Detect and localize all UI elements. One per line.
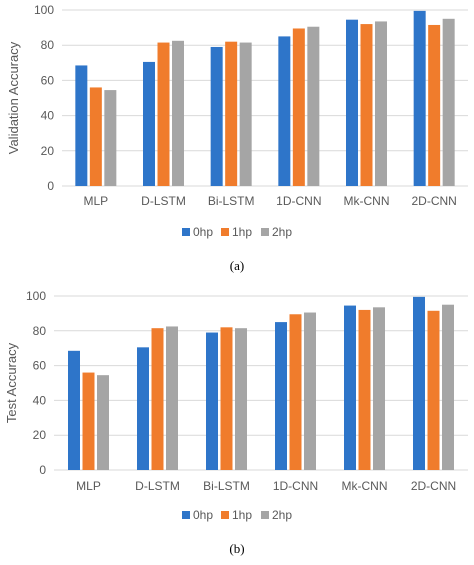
bar-2hp-mlp <box>104 90 117 186</box>
bar-2hp-mk-cnn <box>375 21 387 186</box>
bar-2hp-d-lstm <box>166 326 178 470</box>
bar-2hp-bi-lstm <box>239 42 252 187</box>
y-tick-label: 0 <box>47 179 54 193</box>
y-tick-label: 20 <box>33 428 47 442</box>
x-tick-label: Mk-CNN <box>342 479 388 493</box>
bar-1hp-bi-lstm <box>225 41 238 187</box>
legend-label: 0hp <box>193 508 213 522</box>
bar-2hp-1d-cnn <box>307 26 320 186</box>
bar-1hp-2d-cnn <box>428 24 441 187</box>
bar-0hp-mlp <box>68 350 80 470</box>
y-tick-label: 40 <box>33 393 47 407</box>
bar-0hp-mk-cnn <box>344 305 356 470</box>
bar-0hp-d-lstm <box>137 347 149 470</box>
bar-1hp-d-lstm <box>151 328 164 470</box>
x-tick-label: D-LSTM <box>141 194 186 208</box>
x-tick-label: 2D-CNN <box>411 479 456 493</box>
bar-2hp-bi-lstm <box>235 328 247 470</box>
legend-swatch-2hp <box>261 228 269 236</box>
bar-0hp-bi-lstm <box>210 46 223 187</box>
bar-2hp-1d-cnn <box>304 312 316 470</box>
legend-swatch-0hp <box>182 511 190 519</box>
y-tick-label: 40 <box>41 109 55 123</box>
y-axis-label: Test Accuracy <box>4 342 19 423</box>
x-tick-label: MLP <box>76 479 101 493</box>
chart-panel-a: 0 20 40 60 80 100 Validation Accuracy MLP D-LSTM… <box>6 3 468 273</box>
bar-2hp-2d-cnn <box>442 18 455 186</box>
bar-1hp-1d-cnn <box>289 314 302 470</box>
y-tick-label: 60 <box>33 359 47 373</box>
bar-1hp-bi-lstm <box>220 327 233 470</box>
bar-2hp-d-lstm <box>172 40 184 186</box>
bar-1hp-1d-cnn <box>292 28 305 187</box>
bar-0hp-2d-cnn <box>413 10 426 186</box>
x-tick-label: 2D-CNN <box>411 194 456 208</box>
bar-0hp-mk-cnn <box>346 19 358 187</box>
bar-2hp-mk-cnn <box>373 307 385 470</box>
x-tick-label: Bi-LSTM <box>208 194 255 208</box>
bar-0hp-1d-cnn <box>278 36 291 187</box>
legend-swatch-2hp <box>261 511 269 519</box>
legend-label: 0hp <box>193 225 213 239</box>
y-tick-label: 100 <box>34 3 54 17</box>
legend-label: 1hp <box>232 225 252 239</box>
legend-label: 2hp <box>272 225 292 239</box>
x-tick-label: MLP <box>83 194 108 208</box>
bar-0hp-2d-cnn <box>413 296 425 470</box>
y-tick-label: 0 <box>39 463 46 477</box>
bar-0hp-mlp <box>75 65 88 186</box>
bar-0hp-d-lstm <box>143 61 155 186</box>
y-tick-label: 100 <box>26 289 46 303</box>
bar-1hp-mlp <box>89 87 102 186</box>
chart-panel-b: 0 20 40 60 80 100 Test Accuracy MLP D-LSTM Bi-LST… <box>4 289 468 556</box>
y-axis-label: Validation Accuracy <box>6 41 21 154</box>
x-tick-label: 1D-CNN <box>276 194 321 208</box>
bar-2hp-mlp <box>97 375 109 470</box>
figure-caption: (b) <box>229 541 244 556</box>
figure-caption: (a) <box>230 258 244 273</box>
bar-1hp-mk-cnn <box>360 24 373 186</box>
x-tick-label: 1D-CNN <box>273 479 318 493</box>
legend-swatch-1hp <box>221 228 229 236</box>
y-tick-label: 60 <box>41 73 55 87</box>
bar-1hp-mk-cnn <box>358 309 371 470</box>
bar-0hp-1d-cnn <box>275 322 287 470</box>
x-tick-label: Mk-CNN <box>344 194 390 208</box>
y-tick-label: 80 <box>33 324 47 338</box>
bar-0hp-bi-lstm <box>206 332 218 470</box>
legend-label: 1hp <box>232 508 252 522</box>
x-tick-label: D-LSTM <box>135 479 180 493</box>
legend-swatch-0hp <box>182 228 190 236</box>
bar-2hp-2d-cnn <box>442 304 454 470</box>
y-tick-label: 20 <box>41 144 55 158</box>
bar-1hp-2d-cnn <box>427 310 440 470</box>
y-tick-label: 80 <box>41 38 55 52</box>
bar-1hp-mlp <box>82 372 95 470</box>
legend-swatch-1hp <box>221 511 229 519</box>
x-tick-label: Bi-LSTM <box>203 479 250 493</box>
legend-label: 2hp <box>272 508 292 522</box>
bar-1hp-d-lstm <box>157 42 170 187</box>
